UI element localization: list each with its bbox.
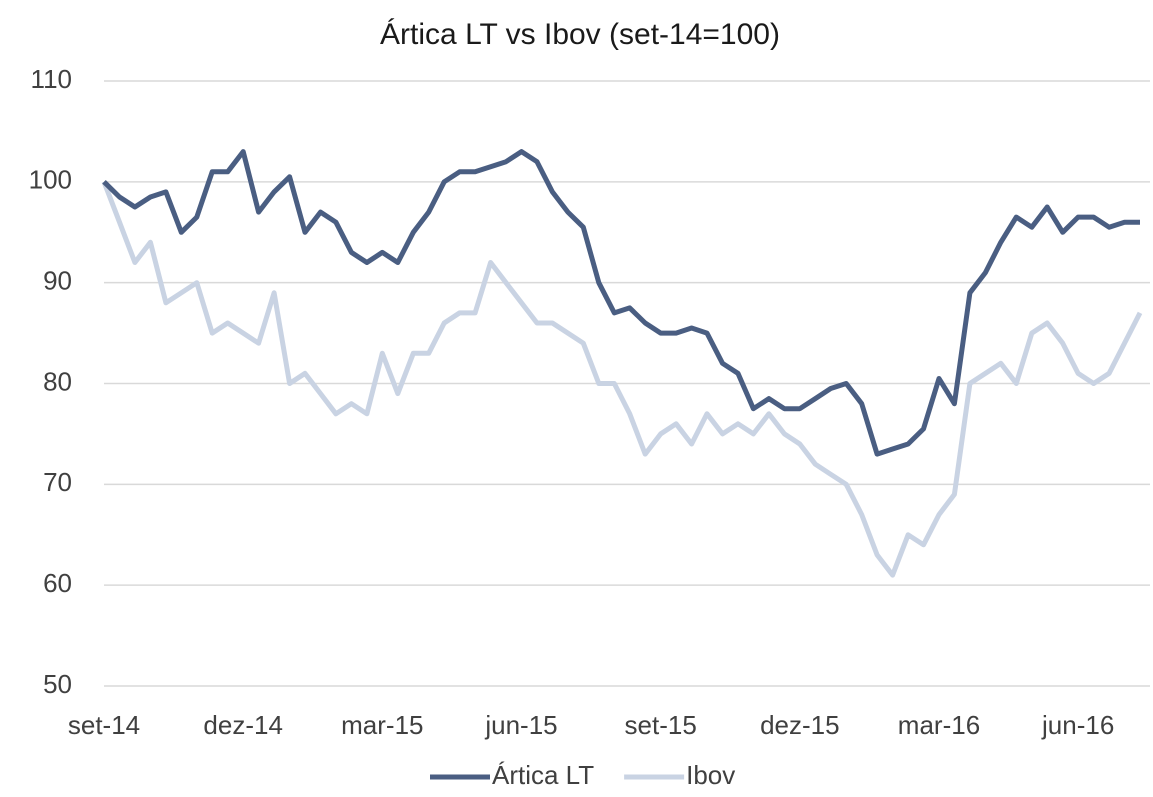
y-tick-label: 70 (43, 467, 72, 497)
y-tick-label: 110 (31, 64, 72, 94)
x-tick-label: mar-15 (341, 710, 423, 740)
series-line (101, 180, 1143, 578)
legend-label: Ártica LT (492, 760, 594, 790)
chart-title: Ártica LT vs Ibov (set-14=100) (380, 18, 780, 51)
x-tick-label: set-15 (625, 710, 697, 740)
y-tick-label: 80 (43, 366, 72, 396)
x-tick-label: dez-15 (760, 710, 840, 740)
legend-label: Ibov (686, 760, 735, 790)
x-tick-label: dez-14 (203, 710, 283, 740)
y-tick-label: 60 (43, 568, 72, 598)
x-tick-label: mar-16 (898, 710, 980, 740)
y-tick-label: 90 (43, 266, 72, 296)
x-tick-label: set-14 (68, 710, 140, 740)
x-tick-label: jun-15 (484, 710, 557, 740)
y-tick-label: 50 (43, 669, 72, 699)
x-tick-label: jun-16 (1041, 710, 1114, 740)
y-tick-label: 100 (29, 165, 72, 195)
series-line (102, 149, 1140, 457)
